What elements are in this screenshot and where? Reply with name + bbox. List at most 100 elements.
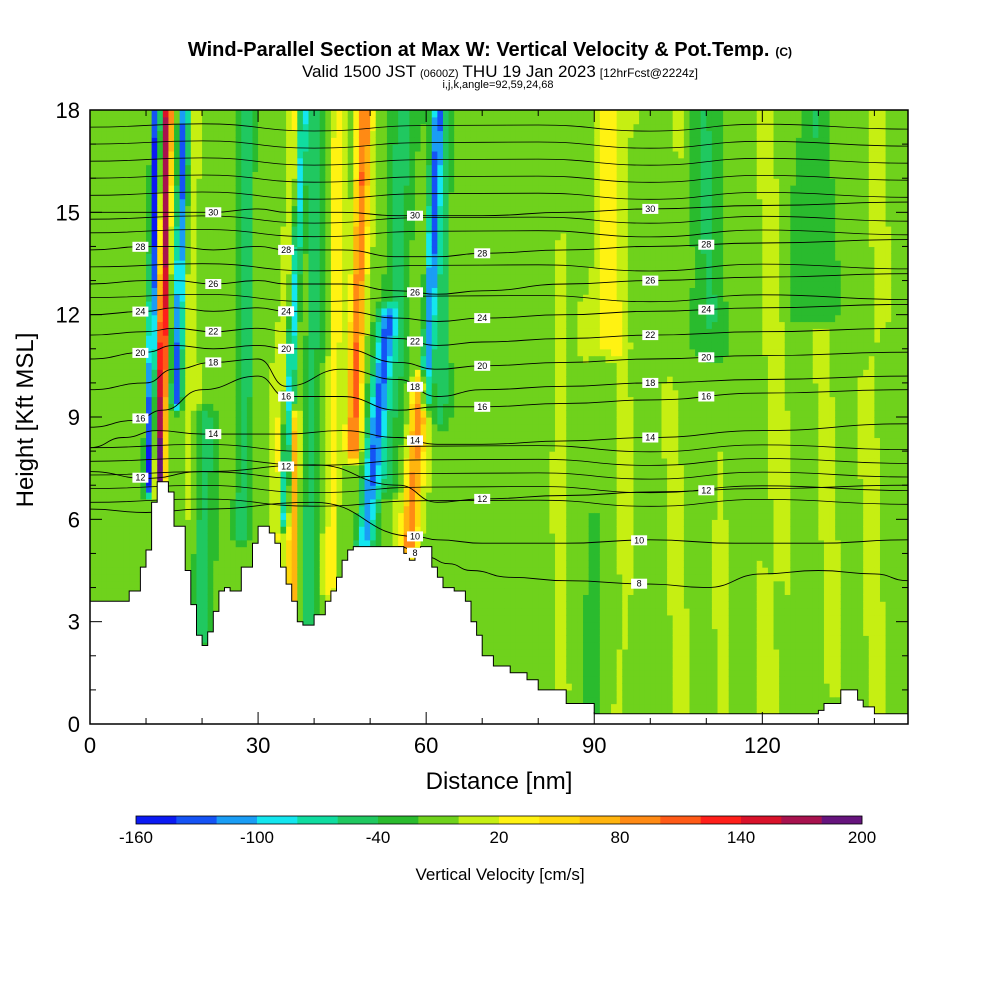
w-cell — [196, 553, 203, 561]
w-cell — [319, 539, 326, 548]
w-cell — [347, 171, 354, 179]
w-cell — [179, 478, 186, 486]
w-cell — [269, 328, 276, 336]
w-cell — [364, 478, 371, 486]
w-cell — [123, 307, 130, 316]
w-cell — [280, 553, 287, 561]
w-cell — [392, 437, 399, 445]
w-cell — [358, 492, 366, 500]
w-cell — [297, 492, 304, 500]
w-cell — [157, 225, 164, 234]
w-cell — [336, 492, 343, 500]
w-cell — [358, 451, 366, 459]
w-cell — [364, 519, 371, 527]
w-cell — [230, 266, 237, 275]
w-cell — [314, 110, 321, 118]
w-cell — [230, 253, 237, 261]
w-cell — [286, 417, 293, 425]
w-cell — [241, 123, 248, 132]
w-cell — [381, 526, 388, 534]
w-cell — [213, 444, 220, 452]
w-cell — [134, 519, 142, 527]
w-cell — [325, 191, 332, 200]
w-cell — [218, 498, 226, 507]
w-cell — [392, 457, 399, 466]
w-cell — [375, 164, 382, 172]
w-cell — [263, 492, 270, 500]
w-cell — [106, 532, 114, 541]
w-cell — [213, 314, 220, 323]
w-cell — [398, 471, 405, 479]
w-cell — [246, 198, 254, 207]
w-cell — [185, 553, 192, 561]
w-cell — [134, 219, 142, 227]
w-cell — [123, 348, 130, 357]
w-cell — [140, 205, 147, 213]
w-cell — [101, 171, 108, 179]
w-cell — [381, 505, 388, 514]
w-cell — [336, 423, 343, 432]
w-cell — [123, 437, 130, 445]
w-cell — [258, 301, 265, 309]
w-cell — [129, 526, 136, 534]
w-cell — [280, 560, 287, 568]
w-cell — [314, 341, 321, 350]
w-cell — [106, 430, 114, 439]
w-cell — [134, 355, 142, 364]
w-cell — [392, 301, 399, 309]
w-cell — [157, 376, 164, 384]
w-cell — [308, 512, 315, 520]
w-cell — [162, 417, 170, 425]
w-cell — [230, 335, 237, 343]
w-cell — [325, 451, 332, 459]
w-cell — [185, 205, 192, 213]
w-cell — [336, 335, 343, 343]
w-cell — [364, 382, 371, 391]
w-cell — [235, 164, 242, 172]
w-cell — [146, 335, 153, 343]
w-cell — [213, 403, 220, 411]
w-cell — [381, 110, 388, 118]
w-cell — [314, 137, 321, 145]
w-cell — [196, 567, 203, 575]
w-cell — [224, 505, 231, 514]
w-cell — [319, 382, 326, 391]
w-cell — [252, 280, 259, 288]
w-cell — [106, 280, 114, 288]
w-cell — [392, 430, 399, 439]
w-cell — [224, 314, 231, 323]
w-cell — [101, 464, 108, 473]
w-cell — [274, 376, 282, 384]
w-cell — [218, 116, 226, 125]
w-cell — [286, 437, 293, 445]
w-cell — [190, 307, 198, 316]
w-cell — [347, 341, 354, 350]
w-cell — [280, 219, 287, 227]
w-cell — [353, 355, 360, 364]
w-cell — [129, 110, 136, 118]
w-cell — [302, 348, 310, 357]
w-cell — [342, 498, 349, 507]
w-cell — [381, 512, 388, 520]
w-cell — [179, 123, 186, 132]
w-cell — [347, 519, 354, 527]
w-cell — [269, 178, 276, 186]
w-cell — [207, 608, 214, 616]
w-cell — [280, 253, 287, 261]
w-cell — [213, 266, 220, 275]
w-cell — [101, 341, 108, 350]
w-cell — [106, 471, 114, 479]
w-cell — [146, 130, 153, 138]
w-cell — [101, 301, 108, 309]
w-cell — [336, 294, 343, 302]
w-cell — [101, 437, 108, 445]
w-cell — [314, 335, 321, 343]
w-cell — [308, 417, 315, 425]
w-cell — [118, 116, 125, 125]
w-cell — [213, 539, 220, 548]
w-cell — [196, 437, 203, 445]
w-cell — [207, 219, 214, 227]
w-cell — [157, 212, 164, 220]
w-cell — [286, 225, 293, 234]
w-cell — [162, 430, 170, 439]
